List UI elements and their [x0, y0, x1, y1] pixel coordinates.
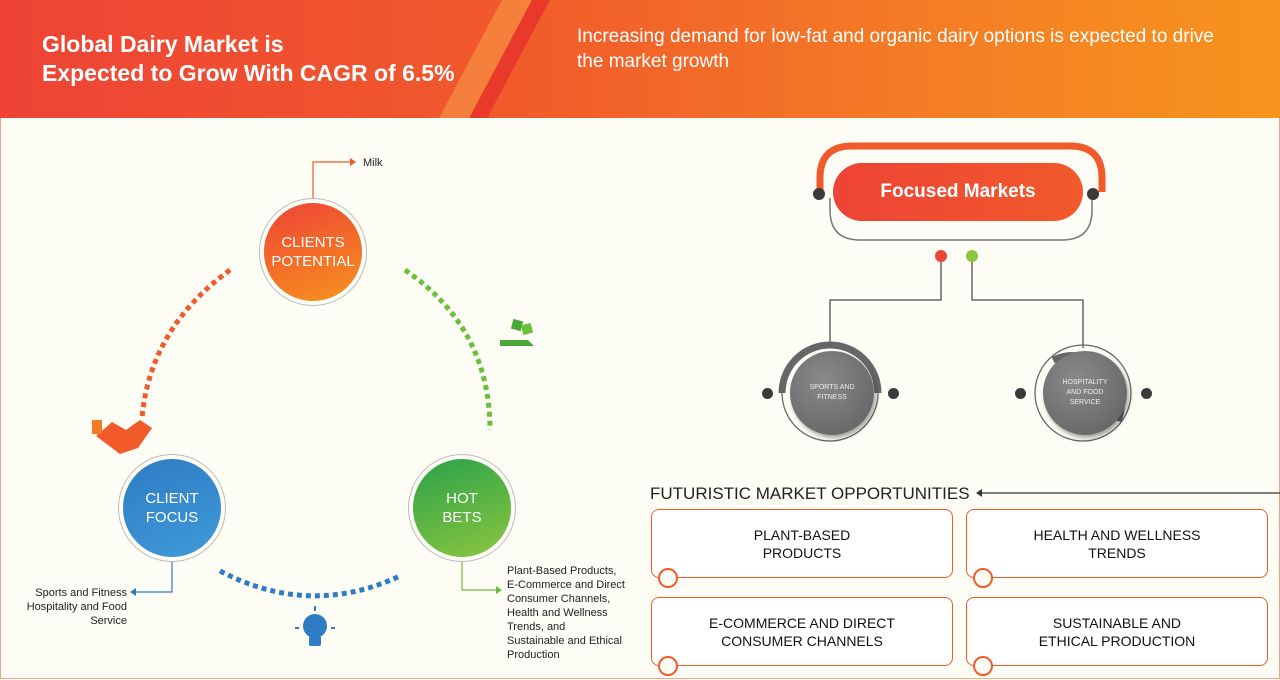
note-line: Trends, and	[507, 621, 566, 633]
page-subtitle: Increasing demand for low-fat and organi…	[577, 26, 1214, 72]
market-hospitality-food: HOSPITALITY AND FOOD SERVICE	[1043, 351, 1127, 435]
label: BETS	[442, 509, 482, 526]
label: CLIENTS	[281, 234, 345, 251]
dot	[762, 388, 773, 399]
card-knob	[658, 656, 678, 676]
handshake-icon	[92, 420, 152, 454]
hot-bets-circle: HOT BETS	[413, 459, 511, 557]
opportunity-card: HEALTH AND WELLNESS TRENDS	[966, 509, 1268, 578]
market-sports-fitness: SPORTS AND FITNESS	[790, 351, 874, 435]
title-line: Global Dairy Market is	[42, 31, 284, 57]
note-line: Production	[507, 649, 560, 661]
opportunity-card: PLANT-BASED PRODUCTS	[651, 509, 953, 578]
label: CLIENT	[145, 490, 199, 507]
label: SPORTS AND	[809, 384, 855, 391]
note-line: Health and Wellness	[507, 607, 608, 619]
note-line: E-Commerce and Direct	[507, 579, 625, 591]
label: SUSTAINABLE AND	[1052, 614, 1182, 631]
note-line: Sports and Fitness	[35, 587, 127, 599]
label: PLANT-BASED	[753, 526, 851, 543]
dice-hand-icon	[500, 318, 534, 346]
milk-connector	[312, 161, 350, 200]
dot	[1015, 388, 1026, 399]
milk-note: Milk	[363, 157, 383, 169]
label: POTENTIAL	[271, 253, 355, 270]
card-knob	[658, 568, 678, 588]
label: AND FOOD	[1066, 389, 1104, 396]
dot	[888, 388, 899, 399]
lightbulb-icon	[295, 606, 335, 646]
label: CONSUMER CHANNELS	[721, 632, 883, 649]
note-line: Service	[90, 615, 127, 627]
futuristic-title: FUTURISTIC MARKET OPPORTUNITIES	[650, 484, 970, 503]
label: PRODUCTS	[762, 544, 842, 561]
opportunity-card: SUSTAINABLE AND ETHICAL PRODUCTION	[966, 597, 1268, 666]
title-line: Expected to Grow With CAGR of 6.5%	[42, 60, 455, 86]
client-focus-connector	[136, 560, 173, 593]
label: HEALTH AND WELLNESS	[1033, 526, 1201, 543]
label: TRENDS	[1088, 544, 1146, 561]
page-title: Global Dairy Market is Expected to Grow W…	[42, 30, 455, 88]
clients-potential-circle: CLIENTS POTENTIAL	[264, 203, 362, 301]
focused-markets-pill: Focused Markets	[833, 163, 1083, 221]
label: E-COMMERCE AND DIRECT	[709, 614, 895, 631]
client-focus-circle: CLIENT FOCUS	[123, 459, 221, 557]
cycle-connectors	[92, 158, 534, 646]
client-focus-note: Sports and Fitness Hospitality and Food Se…	[0, 586, 127, 628]
header-banner: Global Dairy Market is Expected to Grow W…	[0, 0, 1280, 118]
label: HOSPITALITY	[1062, 379, 1108, 386]
green-dotted-arc	[403, 267, 493, 431]
label: ETHICAL PRODUCTION	[1038, 632, 1196, 649]
label: FITNESS	[817, 394, 847, 401]
blue-dotted-arc	[218, 568, 402, 599]
opportunity-card: E-COMMERCE AND DIRECT CONSUMER CHANNELS	[651, 597, 953, 666]
note-line: Plant-Based Products,	[507, 565, 617, 577]
orange-dotted-arc	[139, 267, 232, 419]
note-line: Sustainable and Ethical	[507, 635, 622, 647]
label: HOT	[446, 490, 478, 507]
card-knob	[973, 568, 993, 588]
dot	[1141, 388, 1152, 399]
note-line: Consumer Channels,	[507, 593, 611, 605]
hot-bets-note: Plant-Based Products, E-Commerce and Dire…	[507, 564, 625, 662]
note-line: Hospitality and Food	[26, 601, 127, 613]
hot-bets-connector	[461, 560, 496, 591]
label: SERVICE	[1069, 399, 1101, 406]
card-knob	[973, 656, 993, 676]
label: FOCUS	[145, 509, 199, 526]
